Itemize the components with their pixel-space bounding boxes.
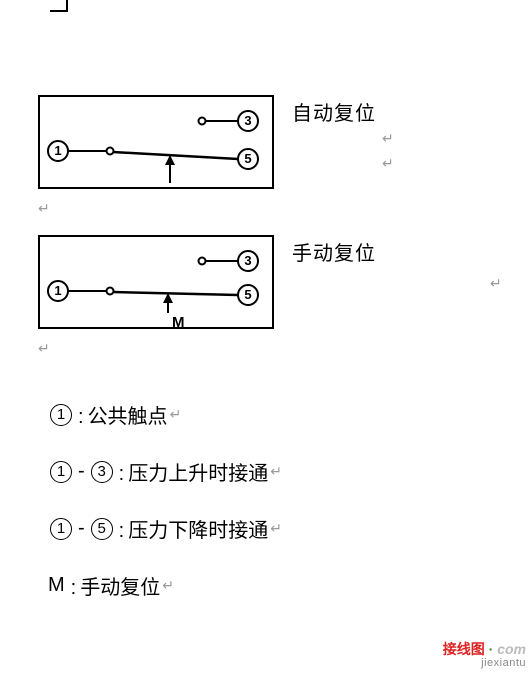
switch-arm [113, 152, 238, 159]
terminal-1-num: 1 [54, 143, 61, 158]
terminal-5-num: 5 [244, 151, 251, 166]
legend-line-3: 1 - 5 :压力下降时接通 ↵ [48, 514, 488, 543]
legend-circled-1: 1 [50, 404, 72, 426]
watermark: 接线图 · com jiexiantu [443, 642, 526, 669]
diagram-manual-reset-label: 手动复位 [292, 237, 376, 266]
diagram-auto-reset-svg: 1 3 5 [40, 97, 276, 191]
diagram-auto-reset-group: 1 3 5 自动复位 [38, 95, 376, 189]
legend-text-4-content: 手动复位 [80, 577, 160, 599]
legend-line-4: M :手动复位 ↵ [48, 571, 488, 600]
nc-contact-dot [199, 258, 206, 265]
legend-tail-4: ↵ [162, 577, 174, 594]
legend-tail-2: ↵ [270, 463, 282, 480]
pivot-dot [107, 288, 114, 295]
return-mark: ↵ [490, 275, 502, 292]
legend-text-1-content: 公共触点 [88, 406, 168, 428]
legend-circled-2a: 1 [50, 461, 72, 483]
watermark-top-dot: · [485, 641, 497, 657]
terminal-1-num: 1 [54, 283, 61, 298]
terminal-3-num: 3 [244, 253, 251, 268]
legend-text-2: :压力上升时接通 [119, 457, 269, 486]
return-mark: ↵ [382, 130, 394, 147]
legend-m-prefix: M [48, 574, 65, 597]
legend-sep-2: - [78, 460, 85, 483]
legend-circled-2b: 3 [91, 461, 113, 483]
watermark-bottom: jiexiantu [443, 657, 526, 669]
terminal-5-num: 5 [244, 287, 251, 302]
watermark-top-suf: com [497, 641, 526, 657]
legend-text-2-content: 压力上升时接通 [128, 463, 268, 485]
legend-area: 1 :公共触点 ↵ 1 - 3 :压力上升时接通 ↵ 1 - 5 :压力下降时接… [48, 400, 488, 628]
legend-circled-3a: 1 [50, 518, 72, 540]
nc-contact-dot [199, 118, 206, 125]
legend-line-2: 1 - 3 :压力上升时接通 ↵ [48, 457, 488, 486]
legend-text-1: :公共触点 [78, 400, 168, 429]
return-mark: ↵ [382, 155, 394, 172]
legend-sep-3: - [78, 517, 85, 540]
diagram-auto-reset-label: 自动复位 [292, 97, 376, 126]
legend-text-3-content: 压力下降时接通 [128, 520, 268, 542]
return-mark: ↵ [38, 200, 50, 217]
pivot-dot [107, 148, 114, 155]
terminal-3-num: 3 [244, 113, 251, 128]
watermark-top-pre: 接线图 [443, 641, 485, 657]
legend-tail-3: ↵ [270, 520, 282, 537]
m-label: M [172, 314, 185, 331]
return-mark: ↵ [38, 340, 50, 357]
legend-tail-1: ↵ [170, 406, 182, 423]
legend-text-4: :手动复位 [71, 571, 161, 600]
switch-arm [113, 292, 238, 295]
diagram-manual-reset-group: 1 3 5 M 手动复位 [38, 235, 376, 329]
watermark-top: 接线图 · com [443, 642, 526, 657]
diagram-auto-reset-box: 1 3 5 [38, 95, 274, 189]
legend-line-1: 1 :公共触点 ↵ [48, 400, 488, 429]
diagram-manual-reset-svg: 1 3 5 M [40, 237, 276, 331]
legend-text-3: :压力下降时接通 [119, 514, 269, 543]
corner-crop-mark [50, 10, 68, 28]
diagram-manual-reset-box: 1 3 5 M [38, 235, 274, 329]
legend-circled-3b: 5 [91, 518, 113, 540]
